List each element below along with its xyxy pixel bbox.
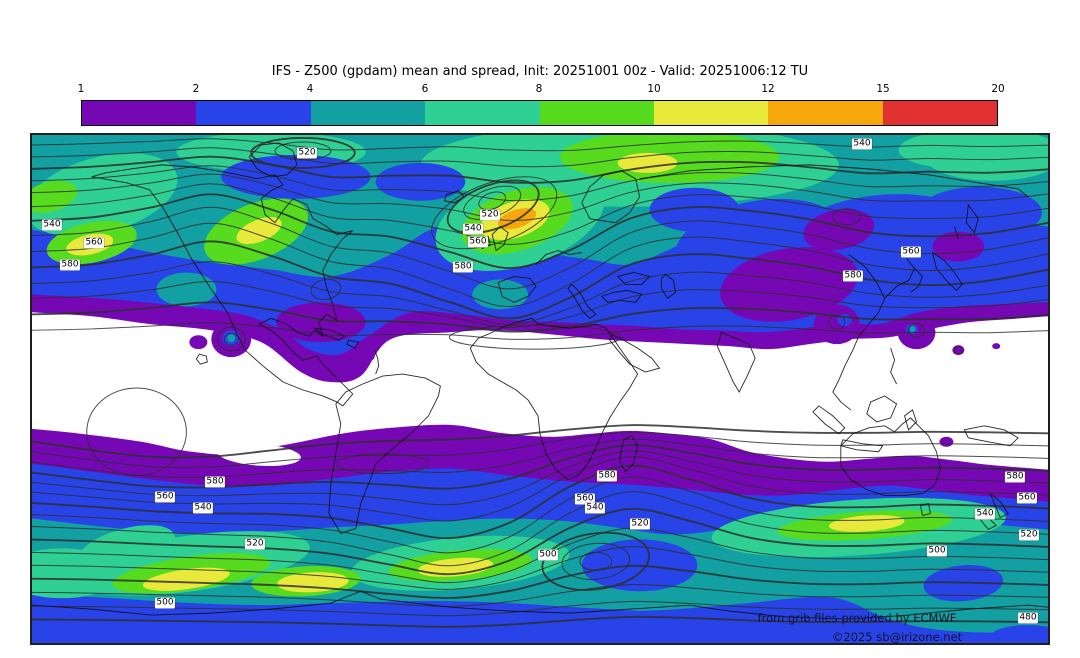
contour-label: 540 [851,138,873,150]
colorbar-tick: 4 [306,83,314,95]
contour-label: 580 [452,261,474,273]
colorbar-segment [768,101,883,125]
colorbar-tick: 12 [761,83,775,95]
contour-label: 560 [900,246,922,258]
contour-label: 520 [629,518,651,530]
contour-label: 480 [1017,612,1039,624]
colorbar-segment [539,101,654,125]
contour-label: 580 [1004,471,1026,483]
colorbar-segment [425,101,540,125]
colorbar-segment [653,101,769,125]
contour-label: 560 [83,237,105,249]
contour-label: 580 [59,259,81,271]
contour-label: 520 [479,209,501,221]
colorbar-tick: 10 [647,83,661,95]
contour-label: 500 [537,549,559,561]
contour-label: 560 [1016,492,1038,504]
colorbar-tick: 8 [535,83,543,95]
colorbar-tick: 2 [192,83,200,95]
contour-label: 540 [584,502,606,514]
colorbar-segment [310,101,426,125]
coastlines [32,142,1048,620]
map-canvas [32,135,1048,643]
contour-label: 580 [842,270,864,282]
colorbar [81,100,998,126]
contour-label: 560 [574,493,596,505]
contour-label: 540 [462,223,484,235]
contour-label: 580 [204,476,226,488]
attribution-source: from grib files provided by ECMWF [757,611,957,625]
contour-label: 560 [154,491,176,503]
colorbar-ticks: 1 2 4 6 8 10 12 15 20 [0,83,1080,96]
colorbar-segment [882,101,997,125]
contour-label: 500 [926,545,948,557]
contour-label: 500 [154,597,176,609]
colorbar-segment [196,101,311,125]
colorbar-tick: 6 [421,83,429,95]
chart-title: IFS - Z500 (gpdam) mean and spread, Init… [271,64,809,79]
contour-label: 520 [1018,529,1040,541]
map-panel: 540 560 580 520 520 540 560 580 540 560 … [30,133,1050,645]
colorbar-tick: 15 [876,83,890,95]
colorbar-tick: 1 [77,83,85,95]
contour-label: 520 [244,538,266,550]
colorbar-segment [82,101,197,125]
contour-label: 540 [192,502,214,514]
contour-label: 520 [296,147,318,159]
colorbar-tick: 20 [991,83,1005,95]
contour-label: 540 [41,219,63,231]
contour-label: 580 [596,470,618,482]
contour-label: 560 [467,236,489,248]
attribution-copyright: ©2025 sb@irizone.net [831,630,963,644]
contour-label: 540 [974,508,996,520]
